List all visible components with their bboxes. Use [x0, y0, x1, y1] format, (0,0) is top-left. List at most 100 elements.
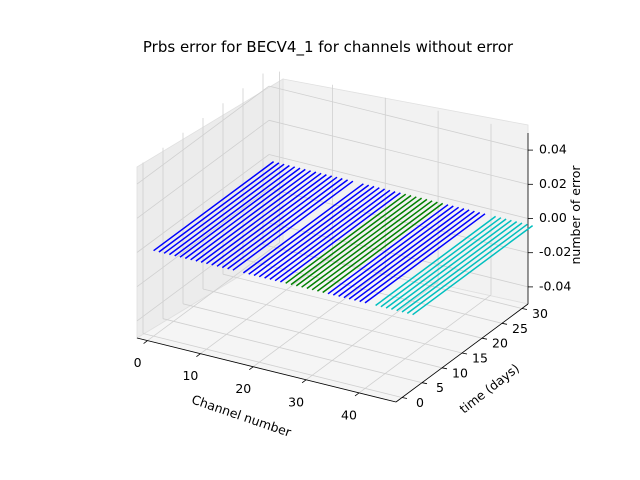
series-line-channel	[248, 184, 370, 275]
y-tick-mark	[421, 382, 428, 385]
series-line-channel	[158, 162, 280, 253]
series-line-channel	[311, 200, 433, 291]
series-line-channel	[190, 170, 312, 261]
y-tick-label: 15	[472, 351, 488, 366]
z-axis: -0.04 -0.02 0.00 0.02 0.04	[527, 133, 571, 304]
series-line-channel	[242, 183, 364, 274]
series-line-channel	[216, 176, 338, 267]
x-tick-label: 30	[288, 394, 304, 409]
z-tick-label: -0.02	[539, 244, 571, 259]
y-tick-mark	[501, 322, 508, 325]
x-tick-label: 0	[134, 355, 142, 370]
y-tick-label: 20	[492, 336, 508, 351]
z-axis-label: number of error	[568, 165, 583, 265]
z-tick-label: 0.04	[539, 142, 567, 157]
grid-lines	[136, 71, 529, 398]
series-line-channel	[401, 222, 523, 313]
series-line-channel	[285, 193, 407, 284]
series-line-channel	[306, 198, 428, 290]
y-tick-mark	[401, 397, 408, 399]
series-line-channel	[274, 190, 396, 282]
series-line-channel	[290, 194, 412, 286]
x-axis-line	[136, 337, 397, 403]
series-line-channel	[174, 166, 296, 257]
x-tick-label: 20	[235, 381, 251, 396]
y-tick-label: 30	[532, 306, 548, 321]
z-tick-label: -0.04	[539, 278, 571, 293]
series-line-channel	[264, 188, 386, 279]
series-line-channel	[301, 197, 423, 288]
z-tick-label: 0.02	[539, 176, 567, 191]
series-line-channel	[232, 180, 354, 271]
y-tick-mark	[441, 367, 448, 370]
grid-line-z	[268, 154, 529, 219]
y-tick-label: 0	[416, 395, 424, 410]
series-line-channel	[359, 211, 481, 303]
series-line-channel	[227, 179, 349, 270]
grid-line-z	[268, 85, 529, 151]
y-axis: 05 10 15 20 25 30	[395, 303, 548, 410]
series-line-channel	[353, 210, 475, 301]
series-line-channel	[322, 202, 444, 294]
grid-line-y	[202, 288, 463, 354]
series-line-channel	[295, 196, 417, 287]
x-tick-mark	[143, 340, 148, 344]
series-line-channel	[332, 205, 454, 296]
series-line-channel	[179, 167, 301, 258]
grid-line-z	[136, 85, 270, 185]
series-line-channel	[153, 160, 275, 252]
series-line-channel	[184, 168, 306, 260]
grid-line-y	[182, 303, 443, 369]
series-line-channel	[163, 163, 285, 254]
grid-line-z	[136, 188, 270, 288]
y-tick-label: 25	[512, 321, 528, 336]
x-tick-mark	[249, 366, 254, 371]
grid-line-z	[136, 119, 270, 219]
grid-line-z	[268, 222, 529, 288]
series-line-channel	[211, 175, 333, 266]
grid-line-z	[136, 154, 270, 253]
grid-line-z	[268, 119, 529, 185]
series-line-channel	[380, 217, 502, 308]
series-line-channel	[200, 172, 322, 264]
series-line-channel	[258, 187, 380, 278]
x-axis: 0 10 20 30 40	[134, 337, 397, 422]
series-line-channel	[375, 215, 497, 307]
x-tick-mark	[196, 353, 201, 358]
grid-line-y	[222, 273, 483, 339]
x-tick-mark	[354, 392, 360, 397]
series-line-channel	[168, 164, 290, 256]
series-line-channel	[385, 218, 507, 309]
series-line-channel	[348, 209, 470, 300]
y-tick-label: 5	[436, 380, 444, 395]
series-line-channel	[390, 219, 512, 311]
series-line-channel	[406, 223, 528, 315]
x-tick-label: 40	[341, 407, 357, 422]
y-tick-mark	[481, 337, 488, 340]
z-tick-label: 0.00	[539, 210, 567, 225]
series-line-channel	[327, 204, 449, 295]
grid-line-y	[142, 333, 403, 398]
series-line-channel	[269, 189, 391, 281]
series-line-channel	[338, 206, 460, 298]
series-line-channel	[316, 201, 438, 292]
grid-line-y	[162, 318, 423, 384]
series-line-channel	[364, 213, 486, 304]
series-line-channel	[195, 171, 317, 262]
chart-title: Prbs error for BECV4_1 for channels with…	[143, 38, 514, 57]
series-line-channel	[396, 220, 518, 312]
x-tick-label: 10	[182, 368, 198, 383]
series-line-channel	[253, 185, 375, 277]
series-line-channel	[279, 192, 401, 283]
series-line-channel	[221, 177, 343, 269]
x-tick-mark	[301, 379, 307, 384]
y-tick-label: 10	[452, 365, 468, 380]
data-series	[153, 160, 534, 316]
y-tick-mark	[521, 308, 528, 310]
series-line-channel	[412, 224, 534, 316]
x-axis-label: Channel number	[190, 392, 294, 440]
series-line-channel	[205, 173, 327, 265]
y-tick-mark	[461, 352, 468, 355]
